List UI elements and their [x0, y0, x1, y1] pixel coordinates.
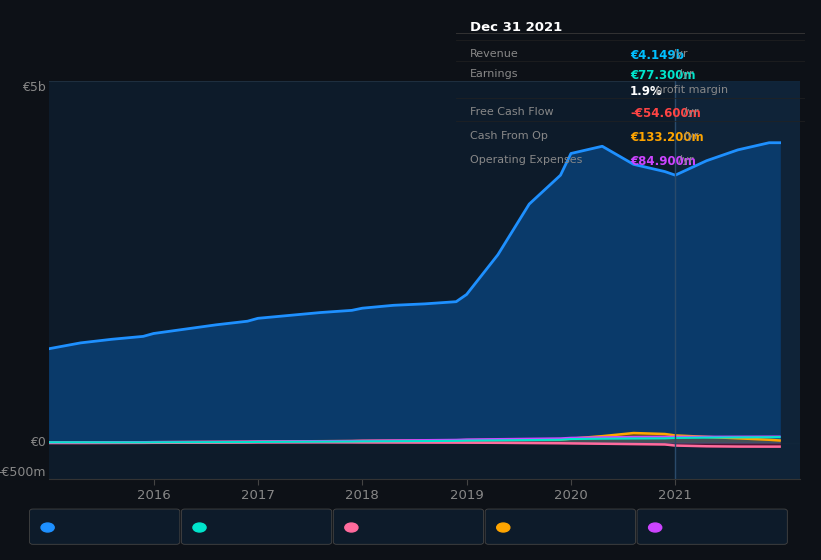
Text: €133.200m: €133.200m — [631, 131, 704, 144]
Text: Earnings: Earnings — [470, 69, 518, 80]
Text: /yr: /yr — [675, 69, 693, 80]
Text: /yr: /yr — [681, 107, 699, 117]
Text: -€54.600m: -€54.600m — [631, 107, 701, 120]
Text: €0: €0 — [30, 436, 45, 449]
Text: Cash From Op: Cash From Op — [515, 524, 593, 534]
Text: €4.149b: €4.149b — [631, 49, 684, 62]
Text: Operating Expenses: Operating Expenses — [470, 155, 582, 165]
Text: -€500m: -€500m — [0, 466, 45, 479]
Text: Operating Expenses: Operating Expenses — [667, 524, 779, 534]
Text: Revenue: Revenue — [59, 524, 108, 534]
Text: Earnings: Earnings — [211, 524, 259, 534]
Text: /yr: /yr — [669, 49, 688, 59]
Bar — [675, 81, 800, 479]
Text: Free Cash Flow: Free Cash Flow — [363, 524, 447, 534]
Text: Revenue: Revenue — [470, 49, 518, 59]
Text: /yr: /yr — [675, 155, 693, 165]
Text: profit margin: profit margin — [653, 85, 728, 95]
Text: Cash From Op: Cash From Op — [470, 131, 548, 141]
Text: Dec 31 2021: Dec 31 2021 — [470, 21, 562, 35]
Text: €77.300m: €77.300m — [631, 69, 695, 82]
Text: 1.9%: 1.9% — [631, 85, 663, 97]
Text: €84.900m: €84.900m — [631, 155, 696, 167]
Text: €5b: €5b — [21, 81, 45, 94]
Text: /yr: /yr — [681, 131, 699, 141]
Text: Free Cash Flow: Free Cash Flow — [470, 107, 553, 117]
